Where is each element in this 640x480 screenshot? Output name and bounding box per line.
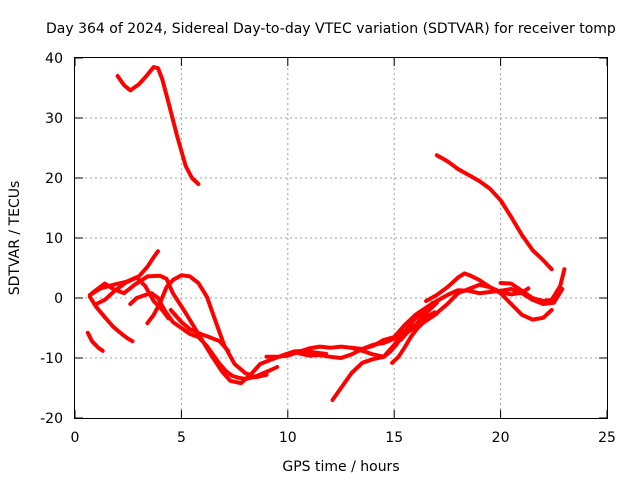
plot-frame [74,57,608,419]
series-arc-3 [85,330,105,353]
series-arc-11 [264,344,384,359]
y-tick-label: 40 [45,51,63,67]
y-axis-label: SDTVAR / TECUs [7,181,23,296]
ticks: 0 5 10 15 20 25 -20 -10 0 10 20 30 40 [40,51,616,446]
x-tick-label: 10 [279,430,297,446]
series-arc-9 [145,273,269,380]
y-tick-label: -20 [40,411,63,427]
series-arc-4 [87,294,135,344]
series-arc-18 [424,271,554,322]
x-tick-label: 15 [385,430,403,446]
chart-title: Day 364 of 2024, Sidereal Day-to-day VTE… [46,21,616,37]
series-arc-2 [434,153,554,272]
series-layer [85,65,567,402]
series-arc-19 [498,267,567,303]
x-axis-label: GPS time / hours [282,459,399,475]
series-arc-8 [128,291,280,381]
series-arc-6 [90,273,329,386]
y-tick-label: 10 [45,231,63,247]
y-tick-label: 0 [54,291,63,307]
series-arc-1 [115,65,201,186]
y-tick-label: 20 [45,171,63,187]
y-tick-label: 30 [45,111,63,127]
grid [75,58,607,418]
x-tick-label: 25 [598,430,616,446]
x-tick-label: 20 [492,430,510,446]
series-arc-10 [168,308,231,353]
x-tick-label: 0 [71,430,80,446]
series-arc-15 [381,300,435,359]
series-arc-17 [398,282,531,342]
y-tick-label: -10 [40,351,63,367]
x-tick-label: 5 [177,430,186,446]
